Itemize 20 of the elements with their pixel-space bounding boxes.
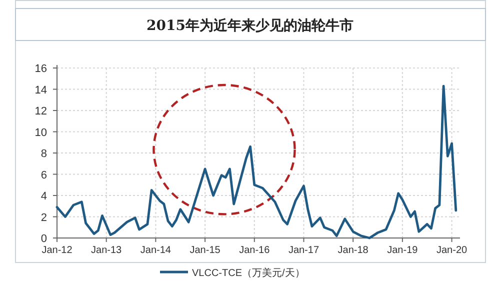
y-tick-label: 4 <box>40 190 47 202</box>
y-tick-label: 10 <box>34 126 47 139</box>
y-tick-label: 14 <box>34 84 47 96</box>
x-tick-label: Jan-16 <box>239 245 270 256</box>
title: 2015年为近年来少见的油轮牛市 <box>146 18 354 34</box>
x-tick-label: Jan-18 <box>338 245 369 256</box>
x-tick-label: Jan-14 <box>140 245 172 256</box>
x-tick-label: Jan-17 <box>288 245 320 256</box>
x-tick-label: Jan-20 <box>436 245 468 256</box>
y-tick-label: 16 <box>34 63 47 75</box>
x-tick-label: Jan-13 <box>91 245 122 256</box>
y-tick-label: 8 <box>40 148 47 160</box>
x-tick-label: Jan-15 <box>190 245 221 256</box>
x-tick-label: Jan-12 <box>42 245 73 256</box>
y-tick-label: 12 <box>34 106 47 118</box>
x-tick-label: Jan-19 <box>387 245 418 256</box>
y-tick-label: 2 <box>40 212 47 224</box>
y-tick-label: 6 <box>40 169 47 182</box>
y-tick-label: 0 <box>40 233 47 245</box>
legend-label: VLCC-TCE（万美元/天） <box>192 267 305 279</box>
